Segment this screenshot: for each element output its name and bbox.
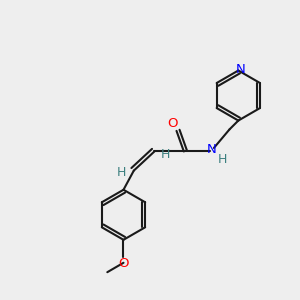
Text: H: H xyxy=(218,153,227,166)
Text: N: N xyxy=(206,143,216,157)
Text: H: H xyxy=(161,148,170,161)
Text: O: O xyxy=(118,257,129,271)
Text: O: O xyxy=(168,117,178,130)
Text: N: N xyxy=(236,62,246,76)
Text: H: H xyxy=(117,166,126,178)
